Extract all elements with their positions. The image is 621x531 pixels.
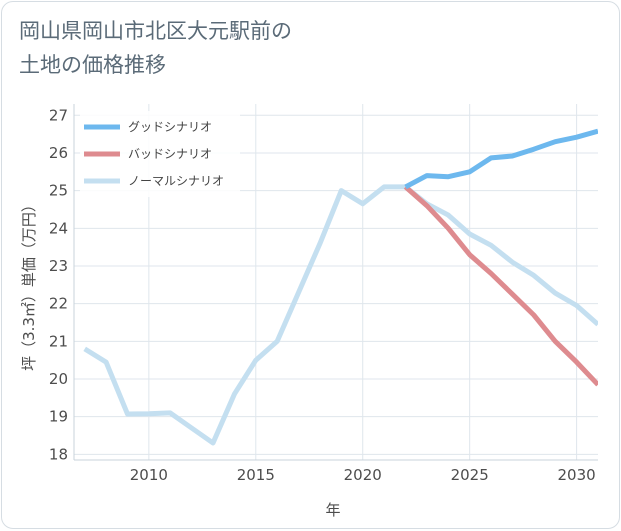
legend-label: グッドシナリオ <box>128 120 212 134</box>
y-tick-label: 19 <box>49 408 68 426</box>
y-tick-label: 21 <box>49 332 68 350</box>
x-tick-label: 2030 <box>558 466 596 484</box>
chart-title: 岡山県岡山市北区大元駅前の 土地の価格推移 <box>19 14 292 82</box>
y-tick-label: 27 <box>49 106 68 124</box>
series-lines <box>83 128 598 446</box>
chart-title-line-2: 土地の価格推移 <box>19 53 166 77</box>
x-tick-label: 2010 <box>130 466 168 484</box>
y-tick-label: 25 <box>49 182 68 200</box>
y-tick-label: 26 <box>49 144 68 162</box>
x-tick-label: 2025 <box>451 466 489 484</box>
legend-label: ノーマルシナリオ <box>128 174 224 188</box>
y-axis-title: 坪（3.3㎡）単価（万円） <box>20 197 38 371</box>
y-tick-label: 23 <box>49 257 68 275</box>
series-line-bad <box>403 185 598 387</box>
y-tick-label: 22 <box>49 295 68 313</box>
series-line-good <box>404 128 598 190</box>
x-tick-label: 2015 <box>237 466 275 484</box>
y-tick-label: 20 <box>49 370 68 388</box>
axes: 18 19 20 21 22 23 24 25 26 27 2010 2015 2020 2025 2030… <box>20 104 598 519</box>
series-line-normal <box>83 184 598 446</box>
y-tick-label: 24 <box>49 219 68 237</box>
legend-label: バッドシナリオ <box>128 147 212 161</box>
y-tick-label: 18 <box>49 445 68 463</box>
chart-title-line-1: 岡山県岡山市北区大元駅前の <box>19 19 292 43</box>
x-axis-title: 年 <box>325 501 340 519</box>
x-tick-label: 2020 <box>344 466 382 484</box>
grid <box>74 104 598 460</box>
